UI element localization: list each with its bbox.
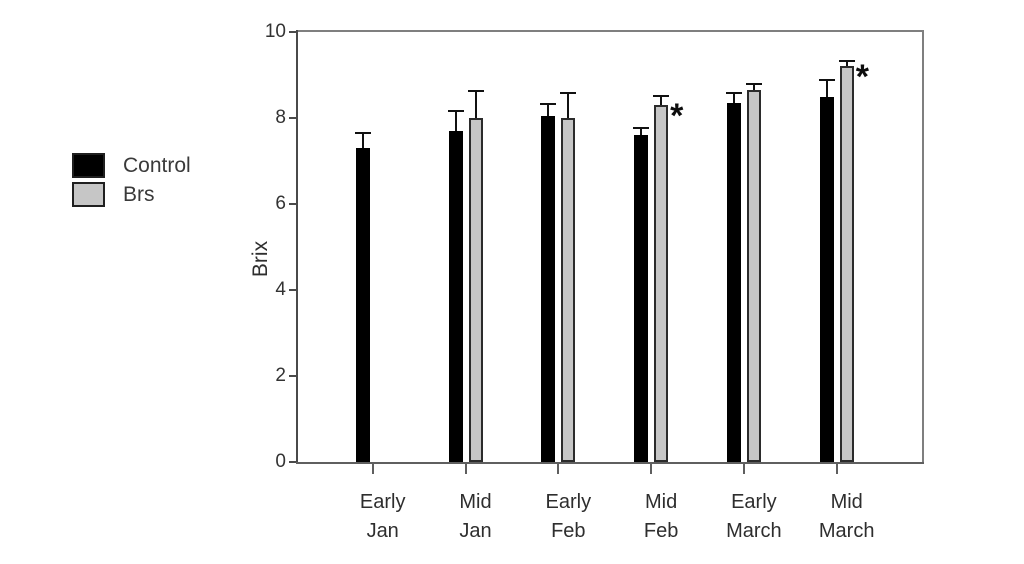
error-bar-cap-control-5: [818, 79, 835, 82]
x-category-line2: March: [818, 520, 875, 542]
x-tick-4: [742, 464, 745, 474]
error-bar-cap-control-3: [633, 126, 650, 129]
bar-brs-2: [561, 118, 576, 462]
y-tick-label-6: 6: [275, 193, 286, 214]
significance-asterisk-5: *: [855, 58, 869, 97]
legend-label-control: Control: [123, 154, 191, 177]
x-category-line2: Feb: [643, 520, 679, 542]
x-category-label-2: Early Feb: [503, 488, 633, 546]
x-category-line1: Early: [359, 491, 406, 513]
legend-item-brs: Brs: [72, 182, 191, 207]
y-axis-line: [296, 30, 298, 464]
y-tick-8: [289, 117, 296, 119]
error-bar-cap-control-4: [725, 91, 742, 94]
significance-asterisk-3: *: [670, 97, 684, 136]
x-tick-0: [371, 464, 374, 474]
bar-control-3: [634, 135, 649, 462]
error-bar-line-control-5: [825, 81, 828, 97]
y-tick-4: [289, 289, 296, 291]
bar-control-4: [726, 102, 741, 462]
error-bar-cap-brs-3: [653, 94, 670, 97]
plot-frame-top: [298, 30, 924, 32]
x-category-label-1: Mid Jan: [411, 488, 541, 546]
bar-brs-4: [746, 90, 761, 462]
error-bar-cap-brs-5: [838, 60, 855, 63]
error-bar-line-brs-4: [752, 84, 755, 91]
error-bar-cap-control-0: [354, 131, 371, 134]
error-bar-line-control-2: [547, 105, 550, 116]
y-tick-label-2: 2: [275, 365, 286, 386]
x-category-label-3: Mid Feb: [596, 488, 726, 546]
bar-brs-5: [839, 66, 854, 462]
bar-brs-1: [468, 118, 483, 462]
legend: Control Brs: [72, 153, 191, 211]
error-bar-line-control-0: [361, 133, 364, 149]
error-bar-cap-control-2: [540, 103, 557, 106]
x-category-line2: March: [726, 520, 782, 542]
legend-swatch-control: [72, 153, 105, 178]
legend-item-control: Control: [72, 153, 191, 178]
x-category-line1: Mid: [459, 491, 492, 513]
y-tick-label-8: 8: [275, 107, 286, 128]
error-bar-line-brs-3: [660, 96, 663, 106]
x-tick-1: [464, 464, 467, 474]
y-tick-6: [289, 203, 296, 205]
x-axis-line: [296, 462, 924, 464]
y-tick-10: [289, 31, 296, 33]
x-category-label-4: Early March: [689, 488, 819, 546]
x-category-line1: Mid: [644, 491, 678, 513]
error-bar-line-control-3: [640, 128, 643, 136]
x-tick-5: [835, 464, 838, 474]
bar-control-2: [541, 115, 556, 462]
x-category-label-5: Mid March: [782, 488, 912, 546]
legend-swatch-brs: [72, 182, 105, 207]
plot-area: 0 2 4 6 8 10 Early Jan Mid Jan Early Feb Mid Feb Early…: [265, 21, 924, 542]
y-tick-2: [289, 375, 296, 377]
bar-brs-3: [654, 105, 669, 462]
legend-label-brs: Brs: [123, 183, 155, 206]
plot-frame-right: [922, 30, 924, 464]
bar-control-1: [448, 130, 463, 462]
x-category-line1: Early: [545, 491, 592, 513]
x-category-line1: Early: [731, 491, 777, 513]
bar-control-0: [355, 148, 370, 462]
x-category-label-0: Early Jan: [318, 488, 448, 546]
x-category-line2: Jan: [366, 520, 399, 542]
error-bar-line-brs-5: [845, 62, 848, 67]
error-bar-line-brs-1: [474, 92, 477, 118]
x-category-line2: Feb: [551, 520, 586, 542]
error-bar-line-control-4: [732, 93, 735, 103]
error-bar-cap-control-1: [447, 109, 464, 112]
y-tick-0: [289, 461, 296, 463]
bar-control-5: [819, 96, 834, 462]
x-tick-2: [557, 464, 560, 474]
error-bar-line-control-1: [454, 111, 457, 131]
x-tick-3: [650, 464, 653, 474]
error-bar-cap-brs-1: [467, 90, 484, 93]
error-bar-line-brs-2: [567, 94, 570, 118]
y-tick-label-10: 10: [264, 21, 286, 42]
error-bar-cap-brs-4: [745, 82, 762, 85]
error-bar-cap-brs-2: [560, 92, 577, 95]
x-category-line1: Mid: [830, 491, 863, 513]
y-tick-label-4: 4: [275, 279, 286, 300]
x-category-line2: Jan: [459, 520, 492, 542]
y-tick-label-0: 0: [275, 451, 286, 472]
